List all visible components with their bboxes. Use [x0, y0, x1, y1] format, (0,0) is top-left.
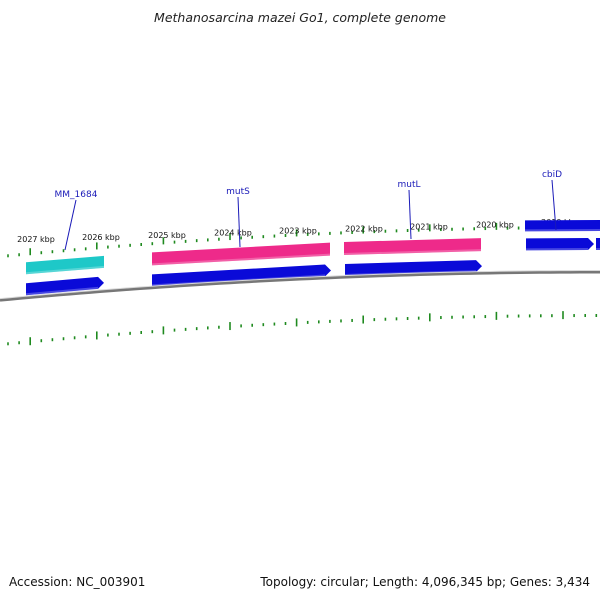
gene-leader-line — [551, 179, 557, 231]
cds-mm-1684 — [26, 276, 104, 296]
gene-muts-shade — [152, 253, 330, 266]
ruler-label: 2021 kbp — [410, 222, 448, 231]
ruler-label: 2024 kbp — [214, 229, 252, 238]
cds-mm-1684-shade — [26, 286, 98, 296]
gene-mutl — [344, 238, 481, 256]
genome-summary-text: Topology: circular; Length: 4,096,345 bp… — [260, 575, 590, 589]
gene-muts — [152, 242, 330, 266]
gene-label: cbiD — [542, 170, 562, 180]
gene-mutl-shade — [344, 249, 481, 256]
tick-row-bottom — [7, 311, 598, 346]
gene-label: mutL — [397, 180, 420, 190]
ruler-label: 2025 kbp — [148, 231, 186, 240]
cds-next — [596, 238, 600, 251]
accession-text: Accession: NC_003901 — [9, 575, 146, 589]
gene-mm-1684 — [26, 255, 104, 275]
gene-mm-1684-shade — [26, 265, 104, 275]
gene-label: mutS — [226, 187, 250, 197]
gene-label: MM_1684 — [55, 190, 98, 200]
ruler-label: 2026 kbp — [82, 233, 120, 242]
ruler-label: 2020 kbp — [476, 220, 514, 229]
ruler-label: 2027 kbp — [17, 235, 55, 244]
backbone-highlight — [0, 270, 600, 300]
backbone-line — [0, 270, 600, 302]
gene-leader-line — [64, 199, 77, 251]
cds-next-shade — [596, 248, 600, 251]
gene-labels: MM_1684 mutS mutL cbiD — [55, 170, 562, 251]
gene-leader-line — [237, 196, 241, 248]
ruler-label: 2023 kbp — [279, 227, 317, 236]
gene-leader-line — [408, 189, 412, 240]
cds-cbid-shade — [526, 248, 588, 251]
cds-muts — [152, 264, 331, 287]
ruler-label: 2022 kbp — [345, 225, 383, 234]
ruler-labels: 2027 kbp 2026 kbp 2025 kbp 2024 kbp 2023 kbp… — [17, 218, 579, 244]
genome-backbone — [0, 270, 600, 302]
cds-cbid — [526, 238, 594, 251]
map-title: Methanosarcina mazei Go1, complete genom… — [154, 10, 446, 25]
tick-row-top — [7, 222, 598, 258]
gene-cbid — [525, 220, 600, 232]
gene-cbid-shade — [525, 229, 600, 232]
